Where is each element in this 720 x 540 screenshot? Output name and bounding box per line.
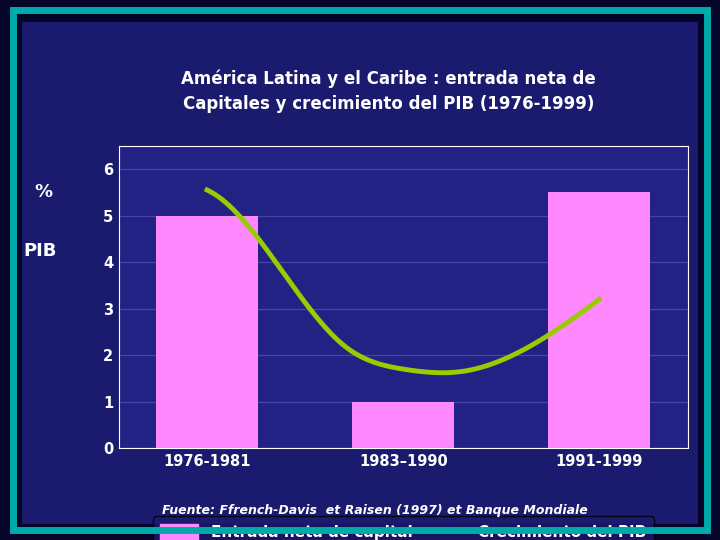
- Text: Capitales y crecimiento del PIB (1976-1999): Capitales y crecimiento del PIB (1976-19…: [183, 94, 595, 113]
- Legend: Entrada neta de capital, Crecimiento del PIB: Entrada neta de capital, Crecimiento del…: [153, 516, 654, 540]
- Text: %: %: [34, 183, 53, 201]
- Bar: [352, 402, 454, 448]
- Text: Fuente: Ffrench-Davis  et Raisen (1997) et Banque Mondiale: Fuente: Ffrench-Davis et Raisen (1997) e…: [161, 504, 588, 517]
- Text: América Latina y el Caribe : entrada neta de: América Latina y el Caribe : entrada net…: [181, 69, 596, 87]
- Text: PIB: PIB: [23, 242, 56, 260]
- Bar: [549, 192, 650, 448]
- Bar: [156, 215, 258, 448]
